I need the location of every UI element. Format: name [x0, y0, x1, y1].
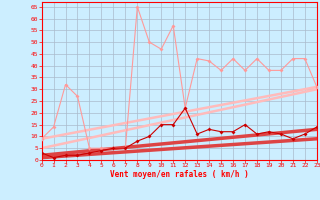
- X-axis label: Vent moyen/en rafales ( km/h ): Vent moyen/en rafales ( km/h ): [110, 170, 249, 179]
